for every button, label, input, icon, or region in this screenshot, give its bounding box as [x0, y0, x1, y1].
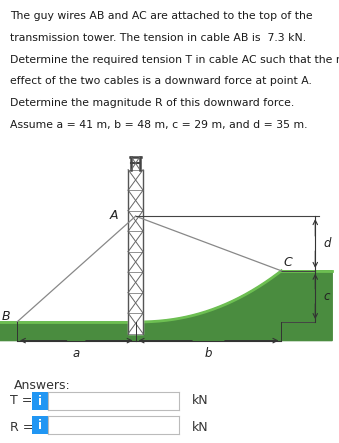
- Text: kN: kN: [192, 421, 208, 434]
- Text: transmission tower. The tension in cable AB is  7.3 kN.: transmission tower. The tension in cable…: [10, 33, 306, 43]
- Text: Determine the required tension T in cable AC such that the net: Determine the required tension T in cabl…: [10, 54, 339, 65]
- Text: T =: T =: [10, 394, 33, 407]
- Text: a: a: [73, 347, 80, 360]
- Text: b: b: [205, 347, 212, 360]
- Text: kN: kN: [192, 394, 208, 407]
- Text: d: d: [324, 237, 331, 250]
- Text: c: c: [324, 290, 330, 303]
- Text: Determine the magnitude R of this downward force.: Determine the magnitude R of this downwa…: [10, 98, 294, 108]
- Text: R =: R =: [10, 421, 34, 434]
- Text: Answers:: Answers:: [14, 379, 70, 392]
- Text: B: B: [2, 310, 10, 323]
- Text: C: C: [283, 256, 292, 269]
- Text: A: A: [110, 209, 119, 222]
- Text: i: i: [38, 395, 42, 408]
- Text: effect of the two cables is a downward force at point A.: effect of the two cables is a downward f…: [10, 76, 312, 86]
- Polygon shape: [0, 271, 332, 341]
- Text: i: i: [38, 419, 42, 432]
- Polygon shape: [128, 170, 143, 334]
- Text: Assume a = 41 m, b = 48 m, c = 29 m, and d = 35 m.: Assume a = 41 m, b = 48 m, c = 29 m, and…: [10, 120, 308, 130]
- Text: The guy wires AB and AC are attached to the top of the: The guy wires AB and AC are attached to …: [10, 11, 313, 21]
